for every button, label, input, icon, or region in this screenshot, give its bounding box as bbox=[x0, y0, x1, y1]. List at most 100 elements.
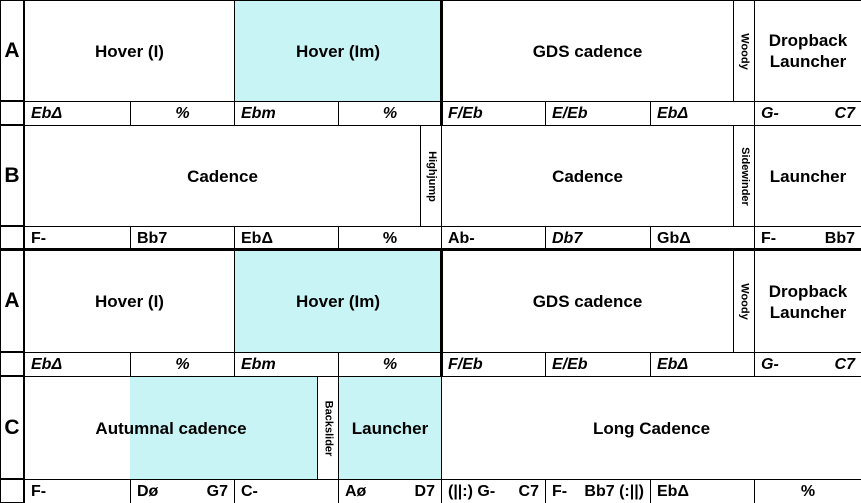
brick-label: Long Cadence bbox=[592, 418, 711, 438]
chord: D7 bbox=[414, 482, 435, 500]
chord-cell: C- bbox=[234, 479, 339, 503]
brick-label: GDS cadence bbox=[532, 292, 643, 311]
brick: Hover (Im) bbox=[234, 250, 442, 353]
chord: Dø bbox=[137, 482, 159, 500]
chord: EbΔ bbox=[31, 355, 63, 373]
chord-cell: % bbox=[338, 101, 442, 126]
brick-label: Dropback Launcher bbox=[768, 281, 848, 322]
chord: Bb7 (:||) bbox=[584, 482, 644, 500]
brick: Backslider bbox=[317, 376, 339, 480]
chord: F- bbox=[552, 482, 568, 500]
chord-cell: F- Bb7 (:||) bbox=[545, 479, 651, 503]
chord-cell: EbΔ bbox=[650, 101, 755, 126]
chord-cell: % bbox=[130, 101, 235, 126]
chord: % bbox=[382, 104, 398, 122]
brick: GDS cadence bbox=[441, 0, 734, 102]
chord-cell: F/Eb bbox=[441, 352, 546, 377]
label-spacer bbox=[0, 226, 24, 250]
brick-label: Cadence bbox=[187, 166, 258, 186]
chord: GbΔ bbox=[657, 229, 691, 247]
chord: % bbox=[175, 104, 190, 122]
chord: Ab- bbox=[448, 229, 475, 247]
label-spacer bbox=[0, 479, 24, 503]
brick: Cadence bbox=[24, 125, 421, 227]
label-spacer bbox=[0, 352, 24, 376]
chord-cell: G- C7 bbox=[754, 352, 861, 377]
chord: E/Eb bbox=[552, 355, 588, 373]
section-label: B bbox=[0, 125, 24, 226]
chord-cell: EbΔ bbox=[650, 352, 755, 377]
brick-label: Hover (Im) bbox=[295, 292, 381, 311]
chord: EbΔ bbox=[241, 229, 273, 247]
chord: Aø bbox=[345, 482, 367, 500]
brick: Woody bbox=[733, 0, 755, 102]
brick: Dropback Launcher bbox=[754, 250, 861, 353]
section-label: A bbox=[0, 250, 24, 352]
brick-label: Dropback Launcher bbox=[768, 31, 848, 71]
chord: G7 bbox=[206, 482, 228, 500]
chord: % bbox=[800, 482, 816, 500]
chord: C- bbox=[241, 482, 258, 500]
chord: F- bbox=[31, 482, 47, 500]
chord: C7 bbox=[834, 355, 855, 373]
brick: Autumnal cadence bbox=[24, 376, 318, 480]
chord-cell: F- bbox=[24, 479, 131, 503]
chord-cell: % bbox=[130, 352, 235, 377]
brick: Hover (I) bbox=[24, 250, 235, 353]
brick-label: Autumnal cadence bbox=[95, 418, 247, 438]
brick-label: Cadence bbox=[552, 166, 623, 186]
chord: E/Eb bbox=[552, 104, 588, 122]
chord: Db7 bbox=[552, 229, 583, 247]
chord: % bbox=[382, 355, 398, 373]
brick: Dropback Launcher bbox=[754, 0, 861, 102]
divider bbox=[440, 0, 443, 125]
chord-cell: Dø G7 bbox=[130, 479, 235, 503]
chord: F- bbox=[761, 229, 777, 247]
chord: % bbox=[175, 355, 190, 373]
brick: Long Cadence bbox=[441, 376, 861, 480]
chord-cell: G- C7 bbox=[754, 101, 861, 126]
chord-cell: E/Eb bbox=[545, 101, 651, 126]
chord-cell: Ebm bbox=[234, 101, 339, 126]
chord: (||:) G- bbox=[448, 482, 496, 500]
chord: EbΔ bbox=[657, 104, 689, 122]
chord-cell: EbΔ bbox=[24, 352, 131, 377]
brick-label: Backslider bbox=[322, 400, 335, 456]
divider bbox=[0, 248, 861, 251]
brick-label: Hover (Im) bbox=[295, 41, 381, 61]
chord: Ebm bbox=[241, 355, 276, 373]
chord: F- bbox=[31, 229, 47, 247]
brick-label: GDS cadence bbox=[532, 41, 643, 61]
chord-cell: E/Eb bbox=[545, 352, 651, 377]
brick-label: Hover (I) bbox=[95, 292, 164, 311]
brick-label: Woody bbox=[738, 32, 751, 70]
section-label: A bbox=[0, 0, 24, 101]
brick: GDS cadence bbox=[441, 250, 734, 353]
brick: Launcher bbox=[754, 125, 861, 227]
chord: C7 bbox=[518, 482, 539, 500]
brick: Woody bbox=[733, 250, 755, 353]
brick-label: Woody bbox=[738, 283, 751, 320]
chord: F/Eb bbox=[448, 355, 483, 373]
chord: EbΔ bbox=[31, 104, 63, 122]
chord-cell: Aø D7 bbox=[338, 479, 442, 503]
brick-label: Sidewinder bbox=[738, 146, 751, 206]
brick: Cadence bbox=[441, 125, 734, 227]
chord-cell: EbΔ bbox=[24, 101, 131, 126]
chord: G- bbox=[761, 355, 779, 373]
chord-cell: Ebm bbox=[234, 352, 339, 377]
chord: EbΔ bbox=[657, 355, 689, 373]
chord: % bbox=[382, 229, 398, 247]
chord-cell: F/Eb bbox=[441, 101, 546, 126]
chord-cell: % bbox=[338, 352, 442, 377]
divider bbox=[440, 250, 443, 376]
chord: EbΔ bbox=[657, 482, 689, 500]
brick: Highjump bbox=[420, 125, 442, 227]
brick: Hover (I) bbox=[24, 0, 235, 102]
brick-label: Launcher bbox=[769, 166, 847, 186]
brick: Hover (Im) bbox=[234, 0, 442, 102]
highlight bbox=[130, 376, 317, 479]
chord-cell: (||:) G- C7 bbox=[441, 479, 546, 503]
section-label: C bbox=[0, 376, 24, 479]
